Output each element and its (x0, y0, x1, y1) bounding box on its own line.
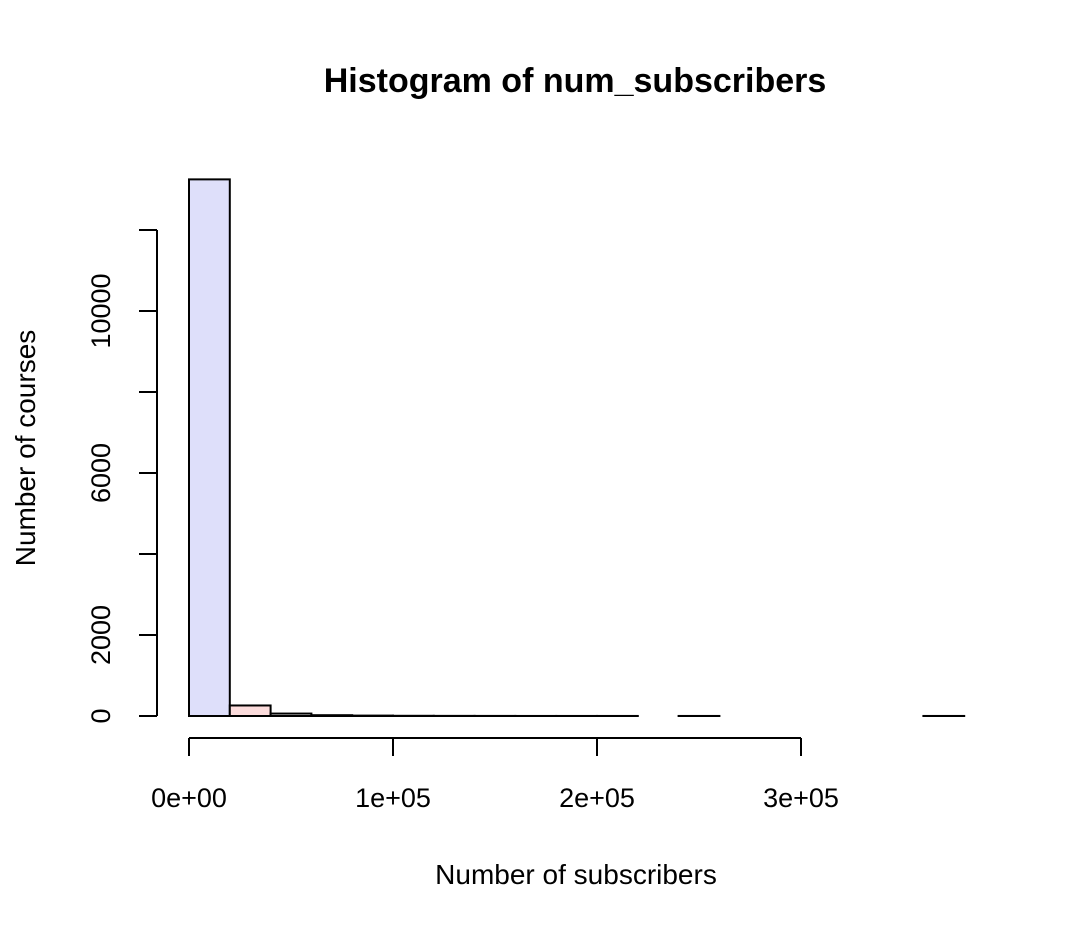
bars-group (188, 178, 966, 718)
x-tick-label: 3e+05 (763, 783, 839, 813)
histogram-bar (188, 178, 231, 717)
histogram-bar (269, 712, 313, 718)
chart-title: Histogram of num_subscribers (324, 62, 827, 100)
x-tick-label: 1e+05 (355, 783, 431, 813)
x-tick-label: 2e+05 (559, 783, 635, 813)
y-tick-label: 10000 (86, 273, 116, 348)
x-axis: 0e+00 1e+05 2e+05 3e+05 (151, 737, 839, 813)
y-axis: 0 2000 6000 10000 (86, 229, 158, 724)
histogram-bar (310, 714, 354, 718)
histogram-bar (228, 704, 272, 717)
y-axis-label: Number of courses (10, 330, 41, 567)
y-tick-label: 2000 (86, 605, 116, 665)
x-tick-label: 0e+00 (151, 783, 227, 813)
x-axis-label: Number of subscribers (435, 859, 717, 890)
y-tick-label: 6000 (86, 443, 116, 503)
y-tick-label: 0 (86, 708, 116, 723)
